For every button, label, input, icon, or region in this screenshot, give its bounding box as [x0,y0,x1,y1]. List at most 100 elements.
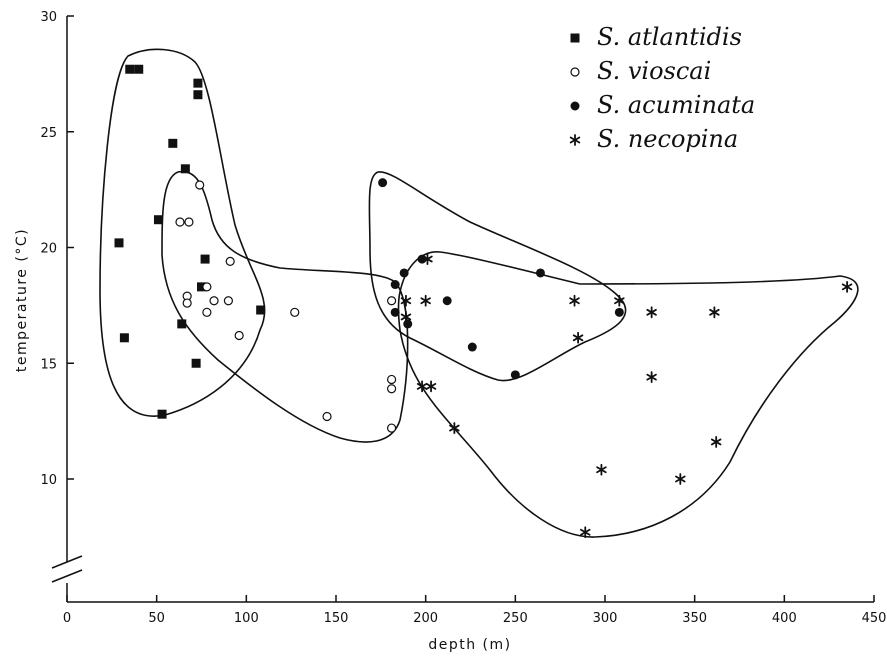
x-axis-title: depth (m) [428,637,511,653]
data-point [153,215,163,225]
envelope-necopina [397,251,859,538]
y-tick-label: 25 [40,126,57,141]
data-points [114,64,853,539]
y-axis-title: temperature (°C) [14,228,30,372]
x-tick-label: 50 [148,611,165,626]
y-tick-label: 10 [40,473,57,488]
series-2 [378,178,624,380]
x-tick-label: 0 [63,611,71,626]
x-tick-label: 300 [593,611,618,626]
data-point [134,64,144,74]
data-point [646,371,657,384]
data-point [119,333,129,343]
legend-marker [570,33,580,43]
data-point [675,473,686,485]
data-point [646,306,657,319]
data-point [125,64,135,74]
x-tick-label: 350 [682,611,707,626]
data-point [114,238,124,248]
data-point [209,296,219,306]
data-point [399,268,409,278]
data-point [400,311,412,323]
x-tick-label: 200 [413,611,438,626]
data-point [157,409,167,419]
data-point [400,294,412,307]
x-tick-label: 450 [862,611,887,626]
data-point [614,294,625,307]
species-envelopes [99,48,859,538]
data-point [510,370,520,380]
data-point [449,422,460,434]
data-point [184,217,194,227]
x-tick-label: 400 [772,611,797,626]
x-axis-ticks: 0 50 100 150 200 250 300 350 400 450 [63,595,887,626]
data-point [256,305,266,315]
data-point [390,307,400,317]
data-point [195,180,205,190]
axis-break-mark-1 [51,555,83,569]
data-point [177,319,187,329]
data-point [467,342,477,352]
data-point [193,78,203,88]
data-point [378,178,388,188]
data-point [386,423,397,433]
data-point [197,282,206,292]
data-point [182,298,192,308]
data-point [417,254,427,264]
legend-label: S. necopina [597,125,738,153]
data-point [416,380,428,393]
legend: S. atlantidis S. vioscai S. acuminata S. ne… [569,23,755,153]
legend-marker [570,67,580,77]
data-point [322,411,332,422]
envelope-vioscai [161,170,409,443]
data-point [710,436,722,448]
data-point [290,307,300,317]
data-point [390,280,400,290]
data-point [386,296,397,306]
x-tick-label: 100 [234,611,259,626]
y-tick-label: 30 [40,10,57,25]
data-point [569,294,580,307]
envelope-acuminata [368,171,627,382]
legend-marker [569,134,581,146]
data-point [442,296,452,306]
data-point [193,90,203,100]
series-1 [175,180,397,433]
data-point [596,463,607,476]
data-point [223,296,233,306]
axis-break-mark-2 [51,569,83,583]
data-point [709,306,720,319]
legend-marker [570,101,580,111]
y-tick-label: 15 [40,357,57,372]
legend-label: S. acuminata [597,91,755,119]
legend-label: S. atlantidis [597,23,742,51]
envelope-atlantidis [99,48,266,417]
data-point [572,331,584,344]
data-point [202,282,212,292]
data-point [386,374,397,385]
data-point [191,358,201,368]
data-point [403,319,413,329]
data-point [234,330,244,341]
series-0 [114,64,266,419]
series-3 [400,253,853,539]
data-point [202,307,212,317]
y-axis-ticks: 10 15 20 25 30 [40,10,74,488]
data-point [535,268,545,278]
data-point [420,294,431,307]
data-point [841,280,853,293]
data-point [175,217,185,227]
data-point [180,164,190,174]
legend-label: S. vioscai [597,57,711,85]
x-tick-label: 150 [324,611,349,626]
data-point [168,138,178,148]
y-tick-label: 20 [40,242,57,257]
data-point [425,380,437,393]
axes: 0 50 100 150 200 250 300 350 400 450 10 15 20 25 30 d… [14,10,886,653]
data-point [614,307,624,317]
data-point [422,253,433,265]
data-point [225,256,235,266]
data-point [386,384,397,394]
data-point [580,526,591,539]
